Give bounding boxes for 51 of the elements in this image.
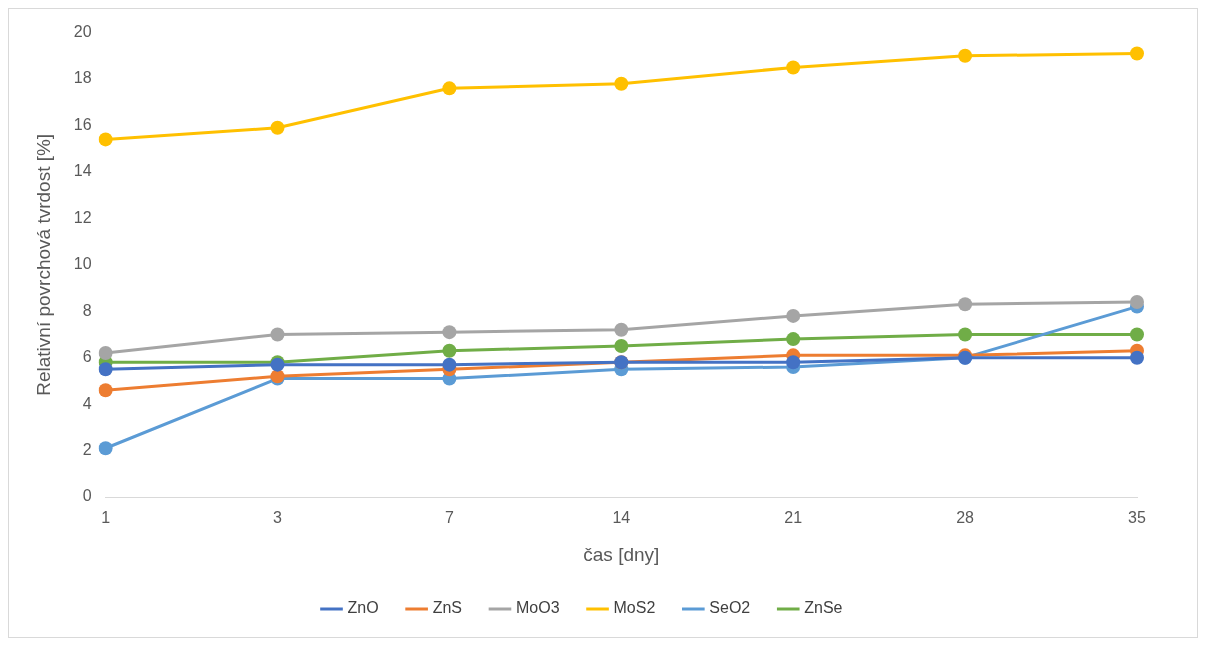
point (786, 60, 801, 75)
legend-label: MoS2 (613, 599, 656, 617)
point (786, 355, 801, 370)
point (958, 297, 973, 312)
y-tick-label: 14 (73, 162, 92, 180)
y-tick-label: 18 (73, 69, 92, 87)
point (958, 48, 973, 63)
y-tick-label: 4 (82, 394, 92, 412)
y-tick-label: 12 (73, 208, 92, 226)
y-tick-label: 20 (73, 23, 92, 41)
y-tick-label: 8 (82, 301, 92, 319)
point (442, 325, 457, 340)
legend-label: ZnO (347, 599, 379, 617)
legend-label: MoO3 (515, 599, 560, 617)
point (1130, 327, 1144, 342)
x-tick-label: 7 (444, 509, 454, 527)
point (786, 332, 801, 347)
point (786, 308, 801, 323)
point (98, 346, 113, 361)
point (270, 120, 285, 135)
point (1130, 350, 1144, 365)
point (1130, 294, 1144, 309)
y-tick-label: 2 (82, 440, 92, 458)
x-tick-label: 1 (101, 509, 111, 527)
point (98, 132, 113, 147)
x-tick-label: 35 (1128, 509, 1146, 527)
point (614, 339, 629, 354)
point (98, 383, 113, 398)
y-tick-label: 6 (82, 348, 92, 366)
point (98, 441, 113, 456)
y-tick-label: 16 (73, 115, 92, 133)
point (442, 343, 457, 358)
point (1130, 46, 1144, 61)
point (98, 362, 113, 377)
y-axis-title: Relativní povrchová tvrdost [%] (32, 133, 54, 396)
x-tick-label: 3 (273, 509, 283, 527)
y-tick-label: 10 (73, 255, 92, 273)
y-tick-label: 0 (82, 487, 92, 505)
x-tick-label: 14 (612, 509, 631, 527)
point (614, 76, 629, 91)
x-tick-label: 21 (784, 509, 803, 527)
point (270, 327, 285, 342)
point (442, 357, 457, 372)
legend-label: SeO2 (709, 599, 751, 617)
x-axis-title: čas [dny] (583, 543, 660, 565)
point (614, 322, 629, 337)
point (442, 81, 457, 96)
legend-label: ZnS (432, 599, 462, 617)
legend-label: ZnSe (804, 599, 843, 617)
point (958, 327, 973, 342)
x-tick-label: 28 (956, 509, 975, 527)
